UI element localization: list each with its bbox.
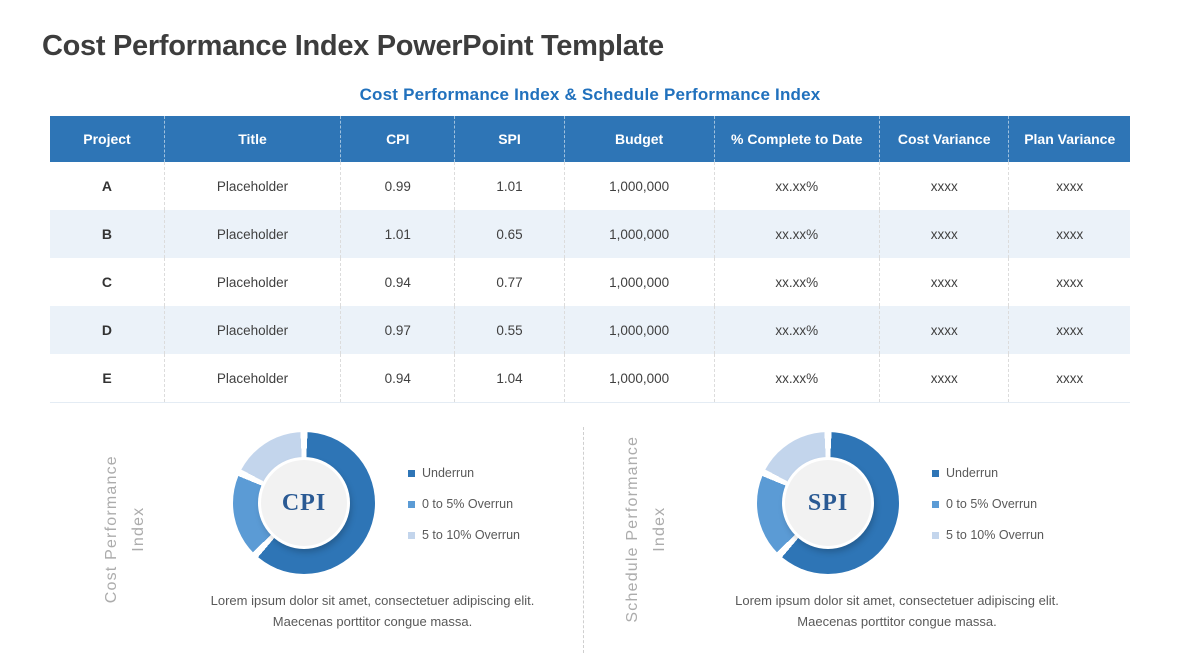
- spi-donut-center: SPI: [785, 460, 871, 546]
- legend-label: 5 to 10% Overrun: [946, 528, 1044, 542]
- cell-plan-variance: xxxx: [1008, 258, 1130, 306]
- cell-plan-variance: xxxx: [1008, 210, 1130, 258]
- legend-bullet-icon: [932, 469, 939, 477]
- spi-donut-chart: SPI: [757, 432, 899, 574]
- legend-label: 0 to 5% Overrun: [422, 497, 514, 511]
- cell-plan-variance: xxxx: [1008, 354, 1130, 403]
- cell-budget: 1,000,000: [563, 162, 715, 210]
- column-header-cost-variance: Cost Variance: [878, 116, 1009, 162]
- cell-complete: xx.xx%: [713, 210, 880, 258]
- cell-cost-variance: xxxx: [878, 306, 1009, 354]
- cpi-side-label-line1: Cost Performance: [102, 455, 120, 604]
- cell-complete: xx.xx%: [713, 162, 880, 210]
- legend-bullet-icon: [932, 531, 939, 539]
- cell-cpi: 1.01: [339, 210, 455, 258]
- legend-label: 0 to 5% Overrun: [946, 497, 1038, 511]
- cell-title: Placeholder: [163, 210, 341, 258]
- cell-complete: xx.xx%: [713, 258, 880, 306]
- spi-side-label-line2: Index: [651, 506, 668, 552]
- column-header-cpi: CPI: [339, 116, 455, 162]
- cell-plan-variance: xxxx: [1008, 306, 1130, 354]
- cell-cpi: 0.94: [339, 258, 455, 306]
- cell-spi: 0.65: [454, 210, 565, 258]
- cell-project: D: [101, 322, 113, 338]
- cell-cost-variance: xxxx: [878, 162, 1009, 210]
- spi-side-label-line1: Schedule Performance: [623, 435, 641, 623]
- cpi-side-label-line2: Index: [130, 506, 147, 552]
- legend-bullet-icon: [932, 500, 939, 508]
- cpi-donut-chart: CPI: [233, 432, 375, 574]
- cell-project: B: [101, 226, 113, 242]
- column-header-spi: SPI: [454, 116, 565, 162]
- column-header-project: Project: [50, 116, 165, 162]
- page-title: Cost Performance Index PowerPoint Templa…: [42, 30, 664, 62]
- column-header-budget: Budget: [563, 116, 715, 162]
- spi-legend: Underrun 0 to 5% Overrun 5 to 10% Overru…: [932, 466, 1092, 559]
- legend-item-5-10-overrun: 5 to 10% Overrun: [932, 528, 1092, 542]
- cell-cpi: 0.97: [339, 306, 455, 354]
- legend-bullet-icon: [408, 500, 415, 508]
- cell-title: Placeholder: [163, 306, 341, 354]
- cell-cost-variance: xxxx: [878, 210, 1009, 258]
- table-row: E Placeholder 0.94 1.04 1,000,000 xx.xx%…: [50, 354, 1130, 403]
- cell-plan-variance: xxxx: [1008, 162, 1130, 210]
- spi-center-label: SPI: [807, 489, 849, 516]
- cell-cpi: 0.99: [339, 162, 455, 210]
- column-header-complete: % Complete to Date: [713, 116, 880, 162]
- legend-item-underrun: Underrun: [408, 466, 568, 480]
- cell-budget: 1,000,000: [563, 210, 715, 258]
- legend-label: Underrun: [946, 466, 999, 480]
- cell-cost-variance: xxxx: [878, 354, 1009, 403]
- cell-complete: xx.xx%: [713, 354, 880, 403]
- spi-caption: Lorem ipsum dolor sit amet, consectetuer…: [735, 593, 1059, 629]
- cell-project: C: [101, 274, 113, 290]
- cell-cost-variance: xxxx: [878, 258, 1009, 306]
- performance-table: Project Title CPI SPI Budget % Complete …: [50, 116, 1130, 403]
- table-row: D Placeholder 0.97 0.55 1,000,000 xx.xx%…: [50, 306, 1130, 354]
- cell-spi: 1.04: [454, 354, 565, 403]
- cpi-side-label: Cost Performance Index: [98, 429, 152, 629]
- legend-item-underrun: Underrun: [932, 466, 1092, 480]
- legend-label: 5 to 10% Overrun: [422, 528, 520, 542]
- cell-budget: 1,000,000: [563, 258, 715, 306]
- table-row: A Placeholder 0.99 1.01 1,000,000 xx.xx%…: [50, 162, 1130, 210]
- legend-label: Underrun: [422, 466, 475, 480]
- column-header-plan-variance: Plan Variance: [1008, 116, 1130, 162]
- table-title: Cost Performance Index & Schedule Perfor…: [359, 85, 821, 104]
- section-divider: [583, 427, 584, 653]
- legend-item-0-5-overrun: 0 to 5% Overrun: [408, 497, 568, 511]
- cell-project: A: [101, 178, 113, 194]
- table-row: B Placeholder 1.01 0.65 1,000,000 xx.xx%…: [50, 210, 1130, 258]
- table-header-row: Project Title CPI SPI Budget % Complete …: [50, 116, 1130, 162]
- cell-complete: xx.xx%: [713, 306, 880, 354]
- legend-bullet-icon: [408, 469, 415, 477]
- cell-title: Placeholder: [163, 354, 341, 403]
- cpi-caption: Lorem ipsum dolor sit amet, consectetuer…: [210, 593, 535, 629]
- cell-cpi: 0.94: [339, 354, 455, 403]
- legend-item-5-10-overrun: 5 to 10% Overrun: [408, 528, 568, 542]
- legend-item-0-5-overrun: 0 to 5% Overrun: [932, 497, 1092, 511]
- cell-spi: 0.55: [454, 306, 565, 354]
- cell-title: Placeholder: [163, 162, 341, 210]
- cell-spi: 0.77: [454, 258, 565, 306]
- spi-side-label: Schedule Performance Index: [619, 419, 673, 639]
- cpi-center-label: CPI: [281, 489, 327, 516]
- cell-budget: 1,000,000: [563, 354, 715, 403]
- cpi-donut-center: CPI: [261, 460, 347, 546]
- legend-bullet-icon: [408, 531, 415, 539]
- cpi-legend: Underrun 0 to 5% Overrun 5 to 10% Overru…: [408, 466, 568, 559]
- cell-title: Placeholder: [163, 258, 341, 306]
- column-header-title: Title: [163, 116, 341, 162]
- table-row: C Placeholder 0.94 0.77 1,000,000 xx.xx%…: [50, 258, 1130, 306]
- cell-budget: 1,000,000: [563, 306, 715, 354]
- cell-spi: 1.01: [454, 162, 565, 210]
- cell-project: E: [50, 354, 165, 403]
